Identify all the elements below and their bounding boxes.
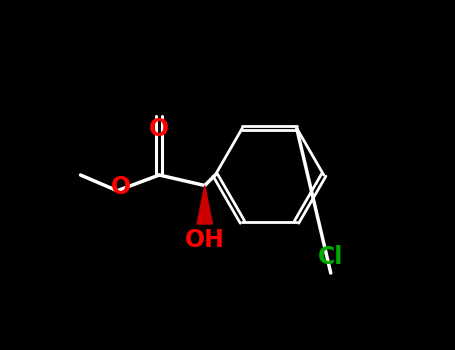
- Text: O: O: [149, 117, 169, 141]
- Text: OH: OH: [185, 228, 225, 252]
- Polygon shape: [197, 186, 212, 224]
- Text: O: O: [111, 175, 131, 199]
- Text: Cl: Cl: [318, 245, 344, 270]
